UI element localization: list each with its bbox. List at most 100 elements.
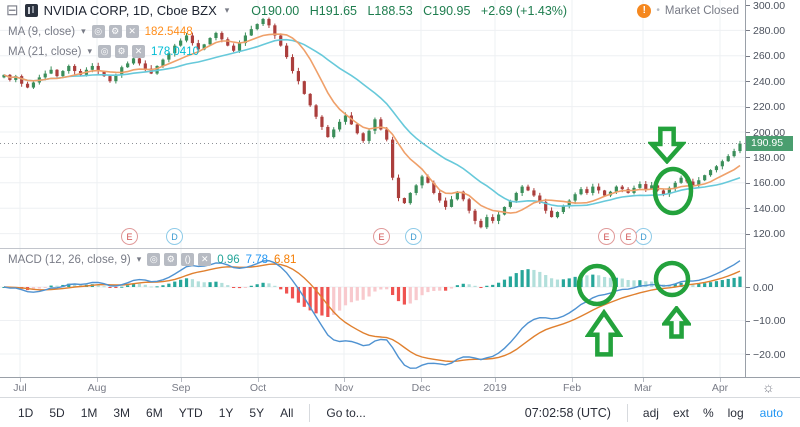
event-badge-d[interactable]: D	[166, 228, 183, 245]
range-button-3m[interactable]: 3M	[105, 402, 138, 424]
ma21-value: 178.0410	[151, 45, 199, 58]
range-button-5d[interactable]: 5D	[41, 402, 72, 424]
chevron-down-icon[interactable]: ▾	[81, 26, 86, 36]
price-axis-tick: 160.00	[746, 177, 785, 190]
close-icon[interactable]: ✕	[198, 253, 212, 266]
gear-icon[interactable]: ⚙	[108, 25, 122, 38]
gear-icon[interactable]: ⚙	[115, 45, 129, 58]
macd-label[interactable]: MACD (12, 26, close, 9)	[8, 253, 131, 266]
annotation-arrow-up[interactable]	[662, 306, 691, 339]
high-value: H191.65	[309, 3, 357, 18]
time-axis-tick	[643, 378, 644, 382]
chevron-down-icon[interactable]: ▾	[87, 46, 93, 56]
range-button-1m[interactable]: 1M	[73, 402, 106, 424]
price-chart[interactable]	[0, 0, 745, 248]
event-badge-e[interactable]: E	[598, 228, 615, 245]
price-axis-tick: 220.00	[746, 101, 785, 114]
macd-hist-value: 0.96	[217, 253, 240, 266]
timeline-month: Oct	[249, 382, 267, 394]
eye-icon[interactable]: ◎	[98, 45, 112, 58]
settings-gear-icon[interactable]: ☼	[762, 379, 775, 395]
macd-axis-tick: −10.00	[746, 315, 785, 328]
warning-icon[interactable]: !	[637, 3, 652, 18]
low-value: L188.53	[367, 3, 413, 18]
timeline-month: Nov	[334, 382, 354, 394]
toolbar-divider	[309, 403, 311, 422]
timeline-month: Apr	[711, 382, 729, 394]
price-axis-tick: 180.00	[746, 151, 785, 164]
ma9-label[interactable]: MA (9, close)	[8, 25, 76, 38]
scale-button-ext[interactable]: ext	[666, 402, 696, 424]
range-button-ytd[interactable]: YTD	[171, 402, 211, 424]
close-icon[interactable]: ✕	[132, 45, 146, 58]
annotation-arrow-up[interactable]	[585, 309, 623, 358]
macd-chart[interactable]	[0, 249, 745, 377]
timeline-month: 2019	[483, 382, 507, 394]
macd-pane[interactable]	[0, 249, 745, 377]
time-axis-tick	[421, 378, 422, 382]
event-badge-e[interactable]: E	[620, 228, 637, 245]
scale-button-log[interactable]: log	[721, 402, 751, 424]
ma21-label[interactable]: MA (21, close)	[8, 45, 82, 58]
event-badge-d[interactable]: D	[405, 228, 422, 245]
symbol-title[interactable]: NVIDIA CORP, 1D, Cboe BZX	[43, 3, 217, 18]
time-axis-tick	[258, 378, 259, 382]
range-button-1y[interactable]: 1Y	[211, 402, 242, 424]
event-badge-e[interactable]: E	[373, 228, 390, 245]
range-button-6m[interactable]: 6M	[138, 402, 171, 424]
range-button-1d[interactable]: 1D	[10, 402, 41, 424]
chevron-down-icon[interactable]: ▾	[136, 254, 142, 264]
timeline-month: Mar	[633, 382, 653, 394]
price-axis-tick: 260.00	[746, 50, 785, 63]
range-buttons: 1D 5D 1M 3M 6M YTD 1Y 5Y All	[10, 402, 301, 424]
time-axis-tick	[97, 378, 98, 382]
price-axis-tick: 120.00	[746, 228, 785, 241]
macd-axis-tick: 0.00	[746, 281, 773, 294]
close-value: C190.95	[423, 3, 471, 18]
timeline-month: Sep	[171, 382, 191, 394]
scale-button-adj[interactable]: adj	[636, 402, 666, 424]
status-dot-icon: •	[656, 5, 660, 16]
timeline-month: Feb	[562, 382, 582, 394]
last-price-badge: 190.95	[746, 136, 793, 152]
gear-icon[interactable]: ⚙	[164, 253, 178, 266]
macd-axis-tick: −20.00	[746, 348, 785, 361]
timeline-month: Dec	[411, 382, 431, 394]
price-axis-tick: 300.00	[746, 0, 785, 12]
time-axis-tick	[20, 378, 21, 382]
close-icon[interactable]: ✕	[125, 25, 139, 38]
time-axis[interactable]: ☼ Jul Aug Sep Oct Nov Dec 2019 Feb Mar Apr	[0, 377, 800, 397]
annotation-ellipse[interactable]	[576, 263, 618, 307]
event-badge-e[interactable]: E	[121, 228, 138, 245]
annotation-arrow-down[interactable]	[648, 126, 686, 164]
ma9-value: 182.5448	[144, 25, 193, 38]
time-axis-tick	[720, 378, 721, 382]
range-button-5y[interactable]: 5Y	[241, 402, 272, 424]
bottom-toolbar: 1D 5D 1M 3M 6M YTD 1Y 5Y All Go to... 07:02:58 (…	[0, 397, 800, 427]
annotation-ellipse[interactable]	[653, 260, 691, 298]
scale-button-percent[interactable]: %	[696, 402, 721, 424]
price-axis[interactable]: 300.00 280.00 260.00 240.00 220.00 200.00 180.…	[745, 0, 800, 377]
layout-icon[interactable]: ⊟	[6, 1, 19, 19]
time-axis-tick	[344, 378, 345, 382]
macd-signal-value: 6.81	[274, 253, 297, 266]
range-button-all[interactable]: All	[272, 402, 301, 424]
event-badge-d[interactable]: D	[635, 228, 652, 245]
go-to-date-button[interactable]: Go to...	[318, 402, 373, 424]
timeline-month: Aug	[87, 382, 107, 394]
price-axis-tick: 280.00	[746, 24, 785, 37]
ohlc-values: O190.00 H191.65 L188.53 C190.95 +2.69 (+…	[251, 4, 567, 18]
clock-utc[interactable]: 07:02:58 (UTC)	[524, 405, 611, 420]
price-axis-tick: 140.00	[746, 202, 785, 215]
chevron-down-icon[interactable]: ▾	[224, 5, 230, 15]
time-axis-tick	[495, 378, 496, 382]
auto-scale-button[interactable]: auto	[753, 402, 790, 424]
timeline-month: Jul	[13, 382, 27, 394]
price-axis-tick: 240.00	[746, 75, 785, 88]
eye-icon[interactable]: ◎	[147, 253, 161, 266]
annotation-ellipse[interactable]	[652, 166, 694, 216]
source-icon[interactable]: ()	[181, 253, 195, 266]
eye-icon[interactable]: ◎	[91, 25, 105, 38]
